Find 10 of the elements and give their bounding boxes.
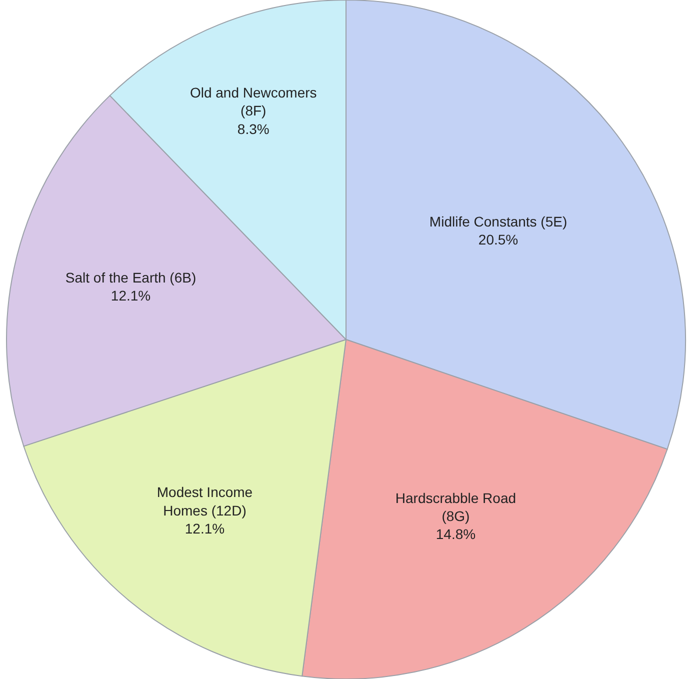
data-label: 14.8%: [436, 526, 476, 542]
data-label: 12.1%: [184, 520, 225, 537]
slice-label: Modest Income Homes (12D): [156, 484, 253, 518]
data-label: 20.5%: [478, 232, 518, 248]
slice-label: Salt of the Earth (6B): [65, 270, 196, 286]
slice-label: Midlife Constants (5E): [429, 213, 568, 230]
data-label: 12.1%: [110, 288, 151, 304]
slice-label: Old and Newcomers (8F): [190, 84, 317, 119]
slice-label: Hardscrabble Road (8G): [395, 490, 516, 524]
data-label: 8.3%: [237, 120, 270, 137]
